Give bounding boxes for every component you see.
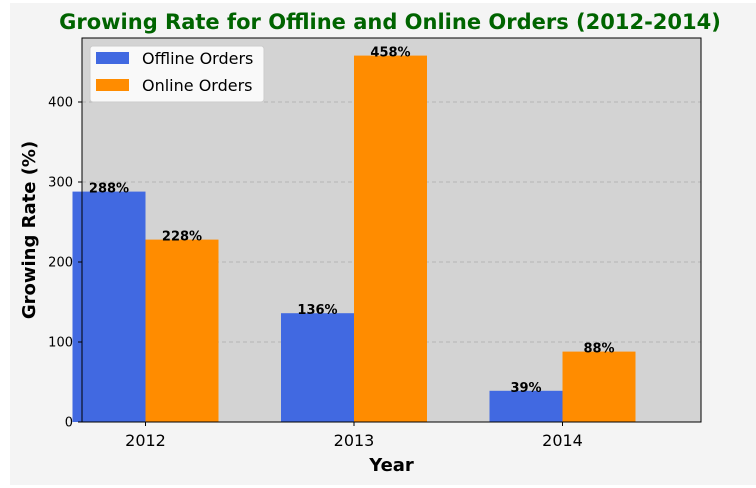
bar-online-2012: [145, 239, 219, 422]
bar-labels: 288% 228% 136% 458% 39% 88%: [89, 46, 615, 396]
bar-value-label: 458%: [370, 46, 410, 61]
legend: Offline Orders Online Orders: [89, 45, 265, 103]
x-tick-label: 2013: [334, 431, 375, 450]
bar-offline-2014: [489, 390, 563, 422]
bar-value-label: 136%: [297, 303, 337, 318]
y-tick-label: 100: [48, 336, 73, 351]
legend-label: Offline Orders: [142, 49, 253, 68]
legend-box: [89, 45, 265, 103]
bar-offline-2013: [281, 313, 354, 422]
bars: [72, 55, 636, 422]
bar-value-label: 228%: [162, 230, 202, 245]
x-axis-label: Year: [368, 455, 414, 476]
plot-frame: [81, 37, 702, 423]
y-tick-label: 200: [48, 256, 73, 271]
bar-online-2013: [354, 55, 427, 422]
axes: 0 100 200 300 400 2012 2013 2014: [48, 37, 702, 450]
bar-value-label: 88%: [583, 342, 614, 357]
x-tick-label: 2014: [542, 431, 583, 450]
y-tick-label: 400: [48, 96, 73, 111]
x-tick-label: 2012: [125, 431, 166, 450]
y-axis-label: Growing Rate (%): [19, 141, 40, 319]
legend-swatch: [96, 52, 129, 64]
y-tick-label: 0: [65, 416, 73, 431]
bar-value-label: 288%: [89, 182, 129, 197]
bar-value-label: 39%: [510, 381, 541, 396]
bar-online-2014: [562, 351, 636, 422]
chart-title: Growing Rate for Offline and Online Orde…: [59, 10, 721, 34]
y-tick-label: 300: [48, 176, 73, 191]
legend-label: Online Orders: [142, 76, 253, 95]
legend-swatch: [96, 79, 129, 91]
bar-offline-2012: [72, 191, 146, 422]
